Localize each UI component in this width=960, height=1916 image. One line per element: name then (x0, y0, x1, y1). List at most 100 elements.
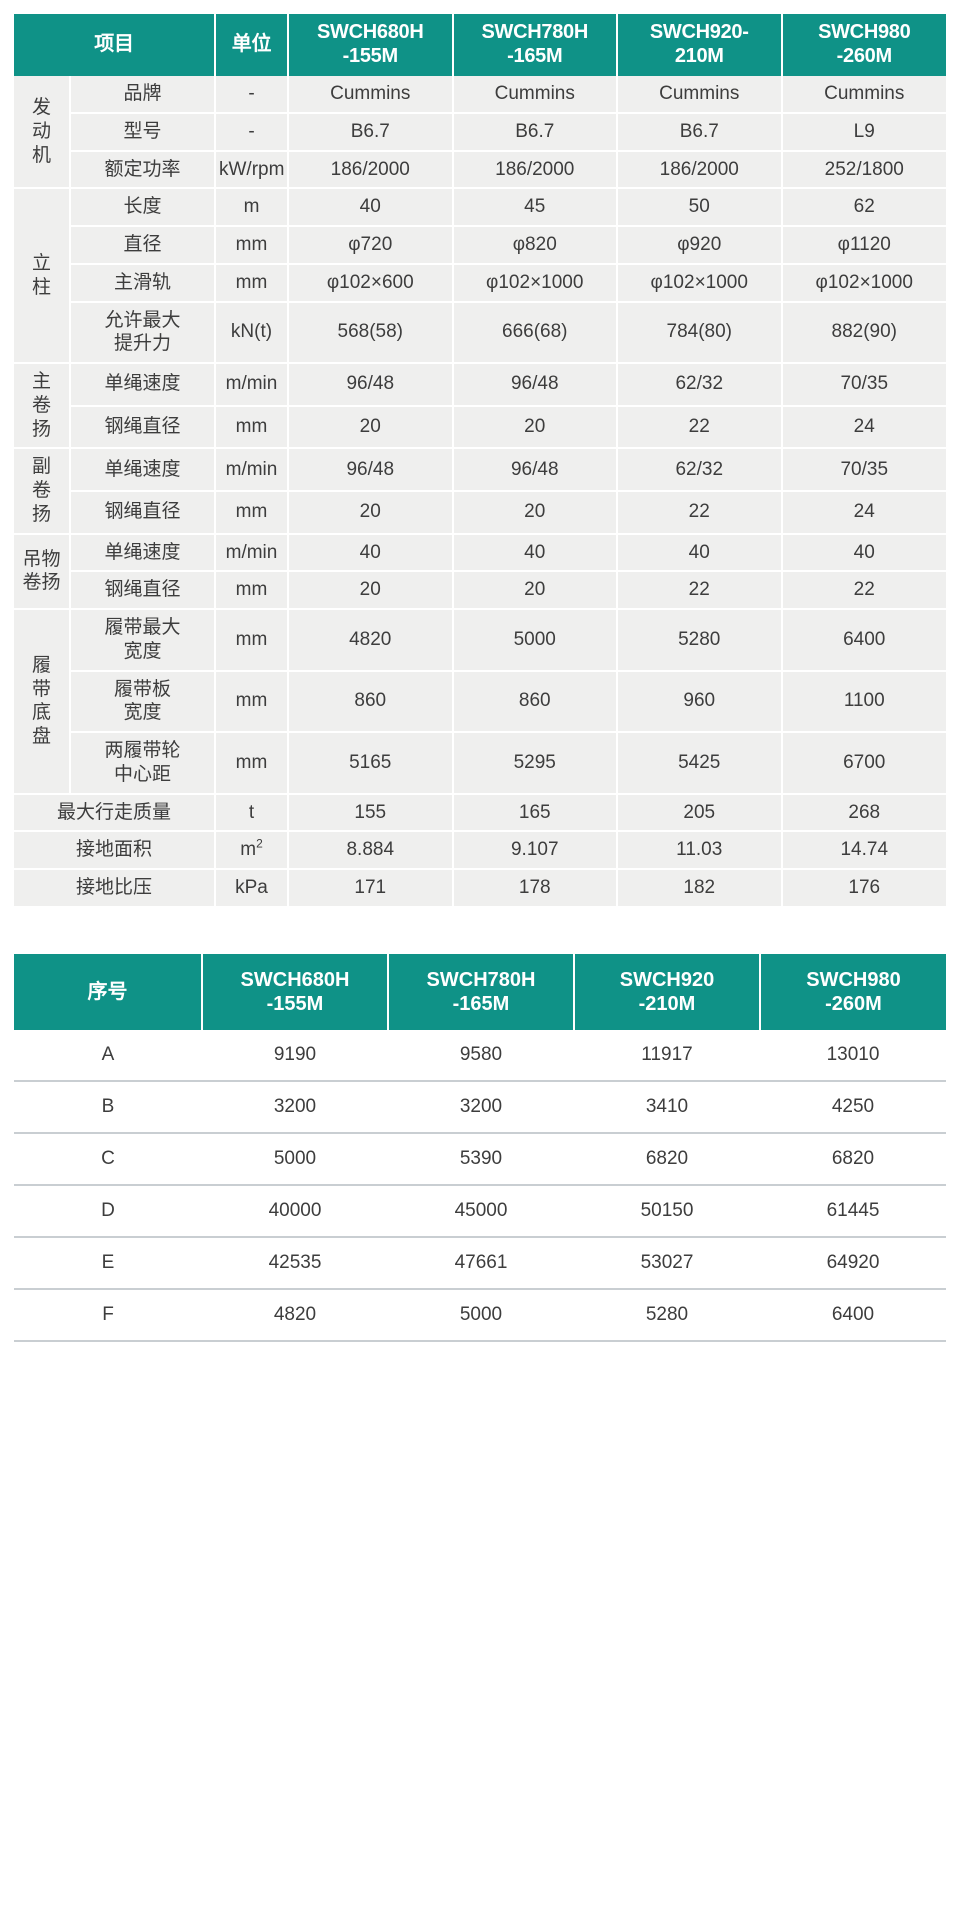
row-value: 3200 (202, 1080, 388, 1134)
row-unit: - (215, 76, 289, 114)
row-value: 14.74 (781, 831, 946, 870)
group-label-hoist-winch: 吊物卷扬 (14, 533, 71, 610)
group-label-mast: 立柱 (14, 188, 71, 364)
row-value: 5390 (388, 1132, 574, 1186)
row-item: 品牌 (70, 76, 216, 114)
row-value: 5165 (288, 732, 454, 795)
group-label-text: 发动机 (31, 97, 51, 166)
row-value: 5280 (617, 609, 783, 672)
row-value: 5000 (202, 1132, 388, 1186)
row-value: 22 (617, 490, 783, 535)
row-value: 47661 (388, 1236, 574, 1290)
row-value: 96/48 (288, 448, 454, 492)
row-label: F (14, 1288, 202, 1342)
page-root: 项目 单位 SWCH680H -155M SWCH780H -165M SWCH… (14, 14, 946, 1342)
row-unit: mm (215, 263, 289, 303)
row-unit: m2 (215, 831, 289, 870)
row-item-line1: 履带板 (113, 678, 171, 700)
row-value: 6820 (574, 1132, 760, 1186)
table-row: 接地面积 m2 8.884 9.107 11.03 14.74 (14, 831, 946, 870)
row-unit: mm (215, 670, 289, 733)
table-row: 钢绳直径 mm 20 20 22 22 (14, 571, 946, 610)
row-item: 两履带轮 中心距 (70, 732, 216, 795)
table-row: 钢绳直径 mm 20 20 22 24 (14, 490, 946, 535)
group-label-crawler-chassis: 履带底盘 (14, 609, 71, 795)
table-row: 型号 - B6.7 B6.7 B6.7 L9 (14, 112, 946, 152)
row-value: φ102×1000 (452, 263, 618, 303)
row-value: 165 (452, 793, 618, 833)
row-label: C (14, 1132, 202, 1186)
row-unit: mm (215, 490, 289, 535)
row-value: 42535 (202, 1236, 388, 1290)
table-spacer (14, 908, 946, 952)
model-2-line2: -165M (452, 992, 510, 1015)
row-value: 20 (452, 490, 618, 535)
table-row: B 3200 3200 3410 4250 (14, 1080, 946, 1134)
table-row: 吊物卷扬 单绳速度 m/min 40 40 40 40 (14, 533, 946, 610)
table-row: A 9190 9580 11917 13010 (14, 1029, 946, 1082)
row-value: 4820 (202, 1288, 388, 1342)
row-item: 单绳速度 (70, 533, 216, 573)
row-value: L9 (781, 112, 946, 152)
row-value: 171 (288, 869, 454, 908)
row-label: D (14, 1184, 202, 1238)
row-value: 6820 (760, 1132, 946, 1186)
model-3-line1: SWCH920- (649, 21, 749, 44)
table-row: 接地比压 kPa 171 178 182 176 (14, 869, 946, 908)
model-1-line1: SWCH680H (316, 21, 424, 44)
row-item: 单绳速度 (70, 448, 216, 492)
row-value: 882(90) (781, 301, 946, 364)
row-item: 接地比压 (14, 869, 216, 908)
dims-header-model-4: SWCH980 -260M (760, 953, 946, 1030)
spec-header-model-3: SWCH920- 210M (617, 14, 783, 76)
row-value: 186/2000 (288, 150, 454, 190)
spec-header-row: 项目 单位 SWCH680H -155M SWCH780H -165M SWCH… (14, 14, 946, 76)
row-item: 接地面积 (14, 831, 216, 870)
dims-table-body: A 9190 9580 11917 13010 B 3200 3200 3410… (14, 1029, 946, 1342)
row-value: Cummins (288, 76, 454, 114)
row-value: 50150 (574, 1184, 760, 1238)
row-value: 20 (452, 571, 618, 610)
dims-header-row: 序号 SWCH680H -155M SWCH780H -165M SWCH920… (14, 953, 946, 1030)
row-value: 666(68) (452, 301, 618, 364)
row-unit: mm (215, 405, 289, 450)
row-value: Cummins (781, 76, 946, 114)
row-value: Cummins (617, 76, 783, 114)
row-value: 960 (617, 670, 783, 733)
row-value: 205 (617, 793, 783, 833)
row-value: 5000 (452, 609, 618, 672)
row-item-line2: 中心距 (113, 763, 171, 785)
dims-header-model-1: SWCH680H -155M (202, 953, 389, 1030)
spec-table-body: 发动机 品牌 - Cummins Cummins Cummins Cummins… (14, 76, 946, 908)
row-item: 钢绳直径 (70, 490, 216, 535)
dims-header-model-2: SWCH780H -165M (388, 953, 575, 1030)
row-value: 6400 (781, 609, 946, 672)
table-row: 主卷扬 单绳速度 m/min 96/48 96/48 62/32 70/35 (14, 363, 946, 450)
spec-table-header: 项目 单位 SWCH680H -155M SWCH780H -165M SWCH… (14, 14, 946, 76)
row-value: 4820 (288, 609, 454, 672)
row-item-line2: 提升力 (113, 333, 171, 355)
row-item: 最大行走质量 (14, 793, 216, 833)
row-value: 70/35 (781, 363, 946, 407)
unit-superscript: 2 (256, 836, 263, 851)
row-value: 62/32 (617, 448, 783, 492)
table-row: 两履带轮 中心距 mm 5165 5295 5425 6700 (14, 732, 946, 795)
table-row: 主滑轨 mm φ102×600 φ102×1000 φ102×1000 φ102… (14, 263, 946, 303)
row-value: 20 (288, 405, 454, 450)
row-value: 568(58) (288, 301, 454, 364)
model-4-line1: SWCH980 (806, 968, 901, 991)
model-2-line1: SWCH780H (481, 21, 589, 44)
group-label-engine: 发动机 (14, 76, 71, 190)
model-4-line2: -260M (825, 992, 882, 1015)
row-value: 9580 (388, 1029, 574, 1082)
row-value: 20 (288, 490, 454, 535)
table-row: 最大行走质量 t 155 165 205 268 (14, 793, 946, 833)
row-value: 9190 (202, 1029, 388, 1082)
row-item-line2: 宽度 (123, 702, 162, 724)
row-value: 186/2000 (617, 150, 783, 190)
row-value: 96/48 (452, 363, 618, 407)
row-item: 长度 (70, 188, 216, 227)
row-value: 20 (452, 405, 618, 450)
row-unit: kW/rpm (215, 150, 289, 190)
row-item: 直径 (70, 226, 216, 265)
